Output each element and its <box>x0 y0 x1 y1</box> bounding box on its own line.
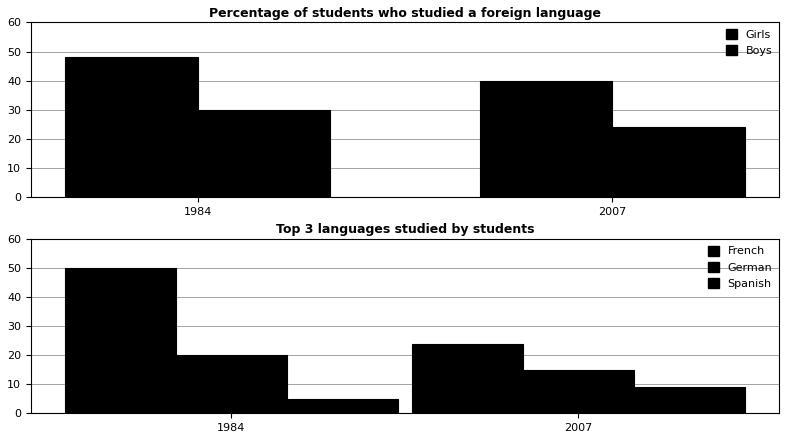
Bar <box>176 355 287 413</box>
Bar <box>612 127 745 197</box>
Legend: French, German, Spanish: French, German, Spanish <box>703 241 777 293</box>
Bar <box>634 387 745 413</box>
Bar <box>412 344 523 413</box>
Bar <box>64 268 176 413</box>
Legend: Girls, Boys: Girls, Boys <box>722 25 777 61</box>
Bar <box>479 81 612 197</box>
Title: Percentage of students who studied a foreign language: Percentage of students who studied a for… <box>209 7 601 20</box>
Bar <box>64 57 197 197</box>
Bar <box>287 399 398 413</box>
Title: Top 3 languages studied by students: Top 3 languages studied by students <box>276 224 534 236</box>
Bar <box>197 110 330 197</box>
Bar <box>523 370 634 413</box>
